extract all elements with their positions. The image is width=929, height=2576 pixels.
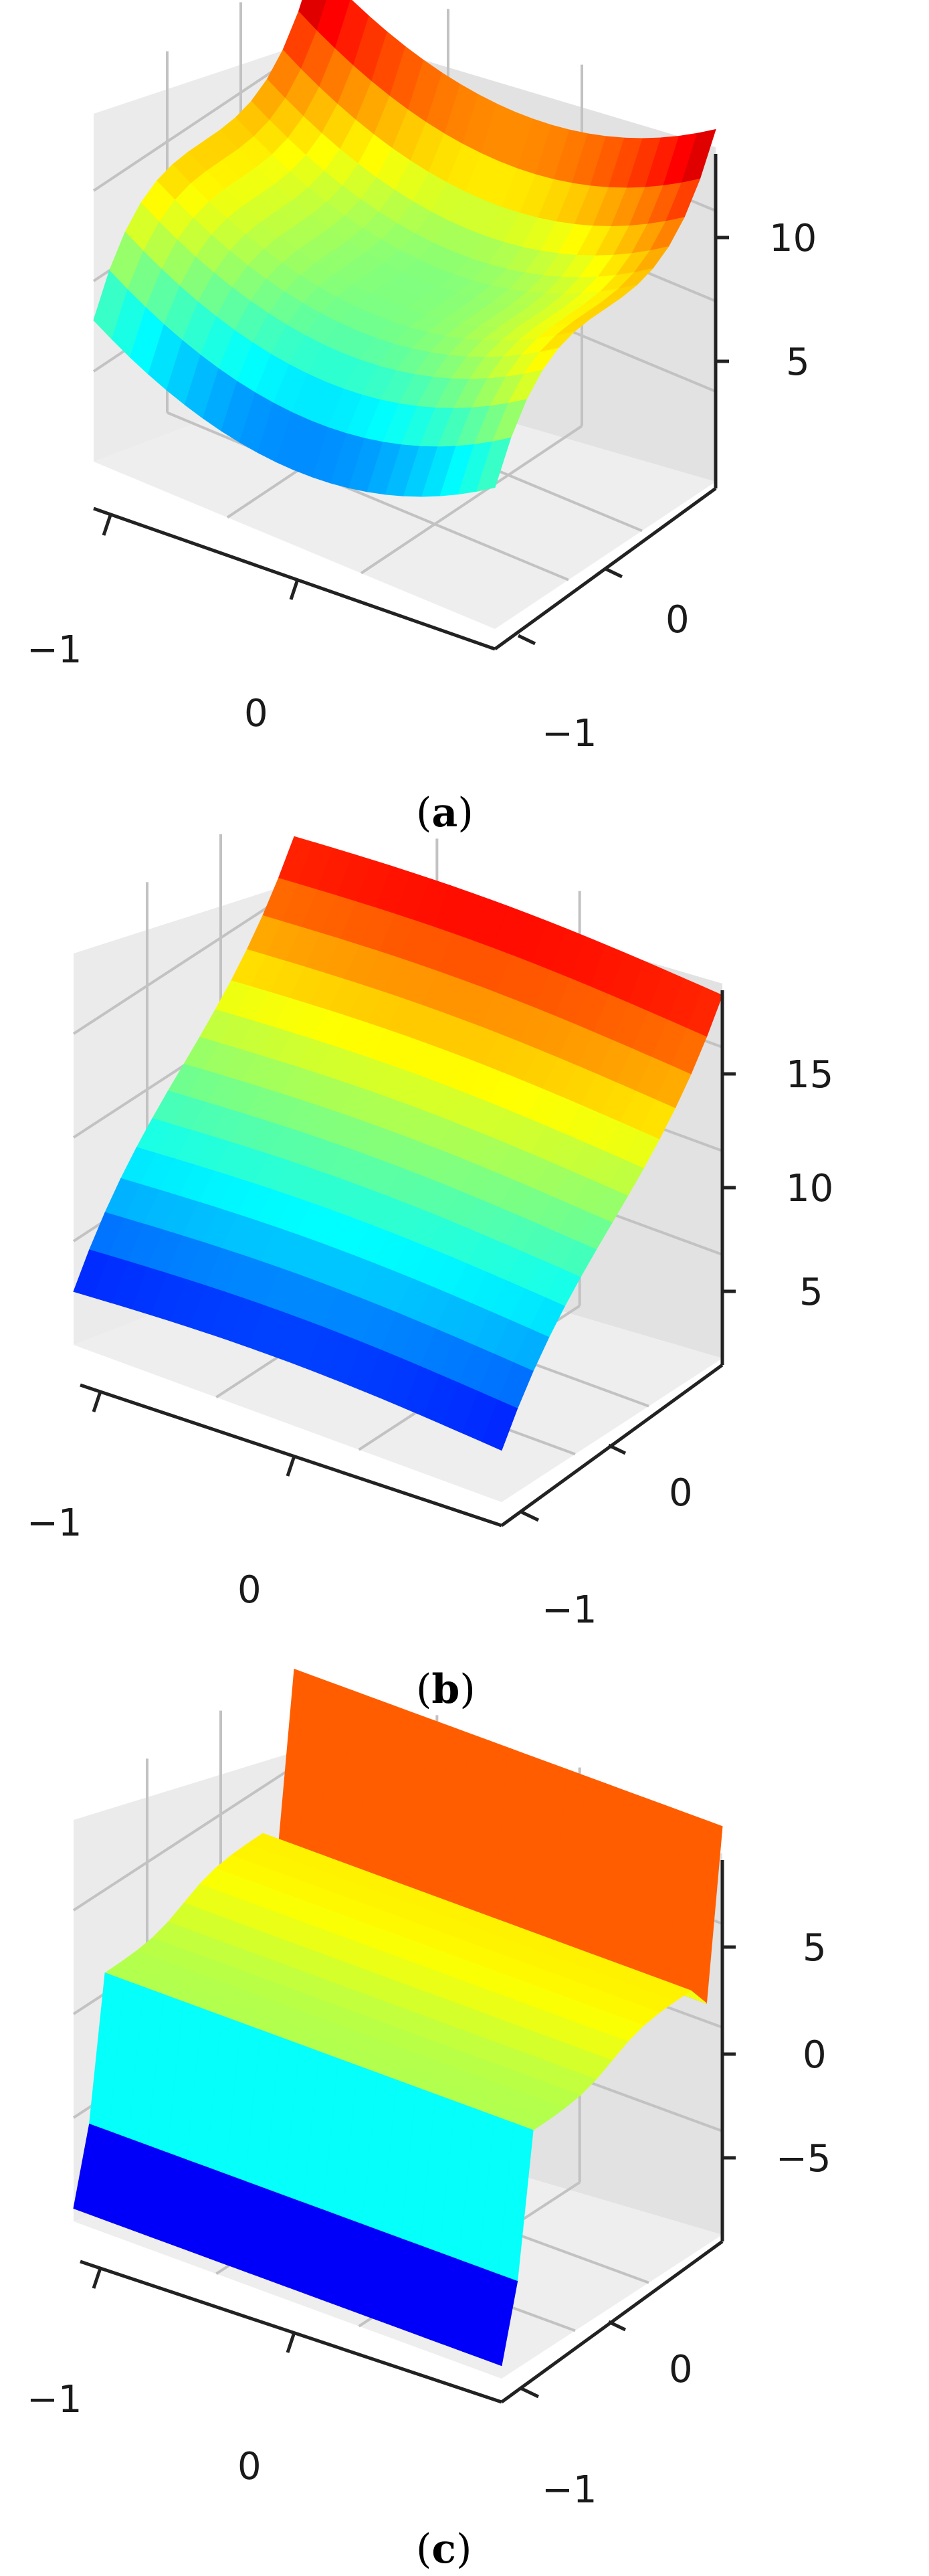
grid-line bbox=[72, 1765, 296, 1912]
panel-a-ytick-0 bbox=[604, 567, 623, 579]
panel-c-ztick-label-m5: −5 bbox=[776, 2137, 831, 2181]
panel-b-xtick-0 bbox=[286, 1455, 296, 1477]
panel-c-xtick-0 bbox=[286, 2332, 296, 2353]
panel-b-ytick-1 bbox=[520, 1510, 540, 1522]
panel-a-surface bbox=[93, 0, 716, 497]
panel-c-x-axis bbox=[80, 2260, 502, 2404]
panel-a-xtick-1 bbox=[102, 515, 112, 536]
panel-a-caption: (a) bbox=[416, 790, 474, 836]
panel-b-xtick-label-m1: −1 bbox=[27, 1501, 82, 1545]
grid-line bbox=[167, 411, 569, 581]
panel-c-ytick-label-m1: −1 bbox=[542, 2468, 597, 2512]
panel-c: −1 0 0 −1 5 0 −5 (c) bbox=[27, 1669, 831, 2573]
panel-a: −1 0 0 −1 10 5 (a) bbox=[27, 0, 817, 836]
panel-b-ztick-label-15: 15 bbox=[786, 1053, 833, 1097]
panel-c-ztick-label-5: 5 bbox=[803, 1926, 827, 1970]
panel-c-ytick-0 bbox=[607, 2320, 627, 2332]
panel-a-xtick-label-m1: −1 bbox=[27, 628, 82, 672]
panel-c-ytick-label-0: 0 bbox=[669, 2348, 693, 2391]
panel-a-xtick-label-0: 0 bbox=[244, 692, 268, 735]
grid-line bbox=[72, 889, 296, 1035]
panel-c-surface bbox=[73, 1669, 723, 2367]
panel-c-caption: (c) bbox=[416, 2526, 472, 2573]
surface-patch bbox=[476, 437, 512, 492]
panel-a-x-axis bbox=[93, 507, 496, 651]
panel-c-xtick-label-m1: −1 bbox=[27, 2378, 82, 2421]
panel-a-ztick-label-10: 10 bbox=[769, 217, 817, 260]
panel-b-axes bbox=[80, 990, 736, 1528]
panel-a-ytick-label-m1: −1 bbox=[542, 712, 597, 755]
panel-b-ztick-label-10: 10 bbox=[786, 1167, 833, 1210]
panel-a-ztick-label-5: 5 bbox=[786, 341, 810, 384]
panel-b-xtick-label-0: 0 bbox=[237, 1568, 262, 1612]
panel-b-ytick-label-m1: −1 bbox=[542, 1588, 597, 1632]
panel-a-xtick-0 bbox=[289, 579, 300, 600]
panel-a-ytick-1 bbox=[517, 634, 536, 646]
panel-b: −1 0 0 −1 15 10 5 (b) bbox=[27, 834, 833, 1713]
panel-b-ytick-0 bbox=[607, 1443, 627, 1455]
panel-c-xtick-1 bbox=[92, 2268, 102, 2289]
panel-c-ytick-1 bbox=[520, 2387, 540, 2399]
surface-patch bbox=[482, 2274, 518, 2367]
surface-patch bbox=[482, 1399, 518, 1451]
panel-b-surface bbox=[73, 836, 723, 1451]
panel-b-ztick-label-5: 5 bbox=[799, 1271, 823, 1314]
panel-b-ytick-label-0: 0 bbox=[669, 1471, 693, 1515]
grid-line bbox=[360, 425, 583, 575]
panel-c-ztick-label-0: 0 bbox=[803, 2033, 827, 2077]
panel-b-caption: (b) bbox=[416, 1666, 476, 1713]
panel-a-ytick-label-0: 0 bbox=[665, 598, 690, 642]
panel-a-axes bbox=[93, 154, 729, 651]
panel-b-xtick-1 bbox=[92, 1391, 102, 1412]
panel-c-xtick-label-0: 0 bbox=[237, 2445, 262, 2488]
panel-c-axes bbox=[80, 1860, 736, 2404]
panel-b-x-axis bbox=[80, 1383, 502, 1528]
